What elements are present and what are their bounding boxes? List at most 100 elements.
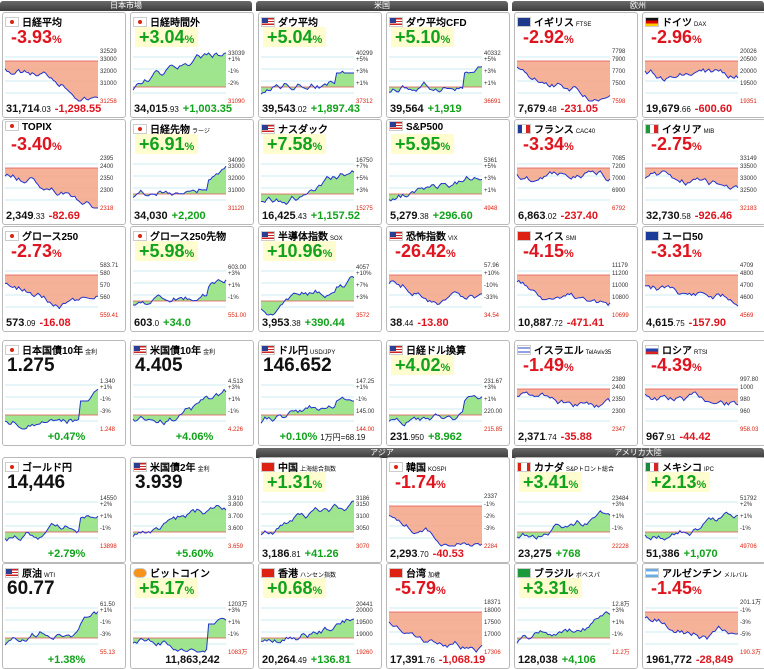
market-tile-35[interactable]: アルゼンチン メルバル -1.45% -1% -3% -5% 201.1万 190.3万 196… <box>642 563 764 669</box>
percent-sign: % <box>436 585 446 597</box>
point-change: +768 <box>555 548 581 560</box>
axis-tick-label: +1% <box>484 81 497 87</box>
market-tile-12[interactable]: グロース250 -2.73% 580 570 560 583.71 559.41 573.09… <box>2 226 126 332</box>
market-tile-5[interactable]: ドイツ DAX -2.96% 20500 20000 19500 20026 19351 19,… <box>642 12 764 118</box>
market-tile-22[interactable]: イスラエル TelAviv35 -1.49% 2400 2350 2300 2389 2347… <box>514 340 638 446</box>
axis-tick-label: 2350 <box>100 176 114 182</box>
area-fill <box>389 176 482 201</box>
axis-tick-label: 11200 <box>612 271 629 277</box>
market-tile-14[interactable]: 半導体指数 SOX +10.96% +10% +7% +3% 4057 3572 3,953.3… <box>258 226 382 332</box>
price-line <box>516 611 611 644</box>
price-line <box>644 616 739 640</box>
market-tile-6[interactable]: TOPIX -3.40% 2400 2350 2300 2395 2318 2,349.33-… <box>2 119 126 225</box>
high-value-label: 16750 <box>356 158 373 164</box>
flag-icon <box>5 568 19 578</box>
market-tile-8[interactable]: ナスダック +7.58% +7% +5% +3% 16750 15275 16,425.43 +… <box>258 119 382 225</box>
tile-footer: 2,349.33 -82.69 <box>6 210 123 222</box>
current-value: 1.275 <box>7 355 55 376</box>
axis-tick-label: +10% <box>356 271 372 277</box>
intraday-chart: +1% -1% -3% 1.340 1.248 <box>4 379 116 433</box>
market-tile-1[interactable]: 日経時間外 +3.04% +1% -1% -2% 33039 31090 34,015.93 +… <box>130 12 254 118</box>
low-value-label: 12.2万 <box>612 649 630 656</box>
market-tile-15[interactable]: 恐怖指数 VIX -26.42% +10% -10% -33% 57.96 34.54 38.4… <box>386 226 510 332</box>
market-tile-16[interactable]: スイス SMI -4.15% 11200 11000 10800 11179 10699 10,… <box>514 226 638 332</box>
low-value-label: 31090 <box>228 99 245 105</box>
tile-footer: 34,030 +2,200 <box>134 210 251 222</box>
tile-header: スイス SMI <box>517 228 635 241</box>
low-value-label: 4.226 <box>228 427 244 433</box>
market-tile-7[interactable]: 日経先物 ラージ +6.91% 33000 32000 31000 34090 31120 34… <box>130 119 254 225</box>
market-tile-28[interactable]: カナダ S&Pトロント総合 +3.41% +3% +1% -1% 23484 22228 23,… <box>514 457 638 563</box>
market-tile-27[interactable]: 韓国 KOSPI -1.74% -1% -2% -3% 2337 2284 2,293.70 -4… <box>386 457 510 563</box>
market-tile-4[interactable]: イギリス FTSE -2.92% 7900 7700 7500 7798 7598 7,679.… <box>514 12 638 118</box>
index-name: ナスダック <box>278 125 328 134</box>
high-value-label: 14550 <box>100 496 117 502</box>
current-value: 17,391.76 <box>390 654 435 666</box>
market-tile-26[interactable]: 中国 上海総合指数 +1.31% 3150 3100 3050 3186 3070 3,186.… <box>258 457 382 563</box>
area-fill <box>389 506 482 546</box>
percent-sign: % <box>568 585 579 597</box>
percent-value: -2.92 <box>523 27 565 47</box>
market-tile-23[interactable]: ロシア RTSI -4.39% 1000 980 960 997.80 958.03 967.9… <box>642 340 764 446</box>
market-tile-18[interactable]: 日本国債10年 金利 1.275 +1% -1% -3% 1.340 1.248 +0.47% <box>2 340 126 446</box>
tile-footer: 967.91 -44.42 <box>646 431 763 443</box>
axis-tick-label: +1% <box>356 81 369 87</box>
area-fill <box>517 510 610 540</box>
market-tile-2[interactable]: ダウ平均 +5.04% +5% +3% +1% 40299 37312 39,543.02 +1… <box>258 12 382 118</box>
market-tile-11[interactable]: イタリア MIB -2.75% 33500 33000 32500 33149 32183 32… <box>642 119 764 225</box>
index-subname: メルバル <box>723 573 748 578</box>
value-decimals: .0 <box>152 319 160 328</box>
axis-tick-label: +3% <box>484 176 497 182</box>
percent-value: +5.17 <box>139 578 185 598</box>
high-value-label: 20441 <box>356 602 373 608</box>
value-decimals: .33 <box>33 212 45 221</box>
market-tile-3[interactable]: ダウ平均CFD +5.10% +5% +3% +1% 40332 36691 39,564 +1… <box>386 12 510 118</box>
market-tile-17[interactable]: ユーロ50 -3.31% 4800 4700 4600 4709 4569 4,615.75-… <box>642 226 764 332</box>
axis-tick-label: 32500 <box>740 188 757 194</box>
market-tile-30[interactable]: 原油 WTI 60.77 +1% -1% -3% 61.50 55.13 +1.38% <box>2 563 126 669</box>
value-main: 11,863,242 <box>165 654 220 666</box>
market-tile-19[interactable]: 米国債10年 金利 4.405 +3% +1% -1% 4.513 4.226 +4.06% <box>130 340 254 446</box>
flag-icon <box>517 462 531 472</box>
axis-tick-label: -33% <box>484 295 499 301</box>
percent-sign: % <box>52 248 62 260</box>
market-tile-29[interactable]: メキシコ IPC +2.13% +2% +1% -1% 51792 49706 51,386 +1… <box>642 457 764 563</box>
axis-tick-label: +3% <box>356 69 369 75</box>
price-line <box>388 175 483 202</box>
price-line <box>388 621 483 653</box>
market-tile-31[interactable]: ビットコイン +5.17% +3% +1% -1% 1203万 1083万 11,863,24… <box>130 563 254 669</box>
area-fill <box>133 53 226 91</box>
current-value: 231.950 <box>390 431 424 443</box>
market-tile-21[interactable]: 日経ドル換算 +4.02% +3% +1% 220.00 231.67 215.85 231.… <box>386 340 510 446</box>
axis-tick-label: 3100 <box>356 514 370 520</box>
percent-sign: % <box>446 248 456 260</box>
market-tile-25[interactable]: 米国債2年 金利 3.939 3.800 3.700 3.600 3.910 3.659 +5.… <box>130 457 254 563</box>
index-subname: 金利 <box>197 467 210 472</box>
axis-tick-label: +1% <box>740 514 753 520</box>
axis-tick-label: -1% <box>612 526 623 532</box>
market-tile-10[interactable]: フランス CAC40 -3.34% 7200 7000 6900 7085 6792 6,863… <box>514 119 638 225</box>
intraday-chart: 7900 7700 7500 7798 7598 <box>516 49 626 105</box>
axis-tick-label: 32000 <box>228 176 245 182</box>
high-value-label: 5361 <box>484 158 498 164</box>
market-tile-34[interactable]: ブラジル ボベスパ +3.31% +3% +1% -1% 12.8万 12.2万 128,038… <box>514 563 638 669</box>
price-line <box>132 278 227 306</box>
market-tile-33[interactable]: 台湾 加權 -5.79% 18000 17500 17000 18371 17306 17,39… <box>386 563 510 669</box>
percent-change: +7.58% <box>263 134 327 154</box>
index-name: 恐怖指数 <box>406 232 446 241</box>
tile-footer: +0.10% 1万円=68.19 <box>262 431 379 443</box>
percent-change: -2.92% <box>519 27 578 47</box>
tile-footer: 3,953.38 +390.44 <box>262 317 379 329</box>
current-value: 39,564 <box>390 103 424 115</box>
market-tile-9[interactable]: S&P500 +5.95% +5% +3% +1% 5361 4948 5,279.38 +29… <box>386 119 510 225</box>
market-tile-0[interactable]: 日経平均 -3.93% 33000 32000 31000 32529 31258 31,71… <box>2 12 126 118</box>
market-tile-20[interactable]: ドル円 USD/JPY 146.652 +1% -1% 145.00 147.25 144.0… <box>258 340 382 446</box>
market-tile-32[interactable]: 香港 ハンセン指数 +0.68% 20000 19500 19000 20441 19260 2… <box>258 563 382 669</box>
market-tile-24[interactable]: ゴールド円 14,446 +2% +1% -1% 14550 13898 +2.79% <box>2 457 126 563</box>
current-value: 6,863.02 <box>518 210 557 222</box>
market-tile-13[interactable]: グロース250先物 +5.98% +3% +1% -1% 603.00 551.00 603.… <box>130 226 254 332</box>
point-change: -157.90 <box>688 317 726 329</box>
index-subname: KOSPI <box>428 467 447 472</box>
axis-tick-label: +1% <box>612 620 625 626</box>
value-decimals: .09 <box>24 319 36 328</box>
